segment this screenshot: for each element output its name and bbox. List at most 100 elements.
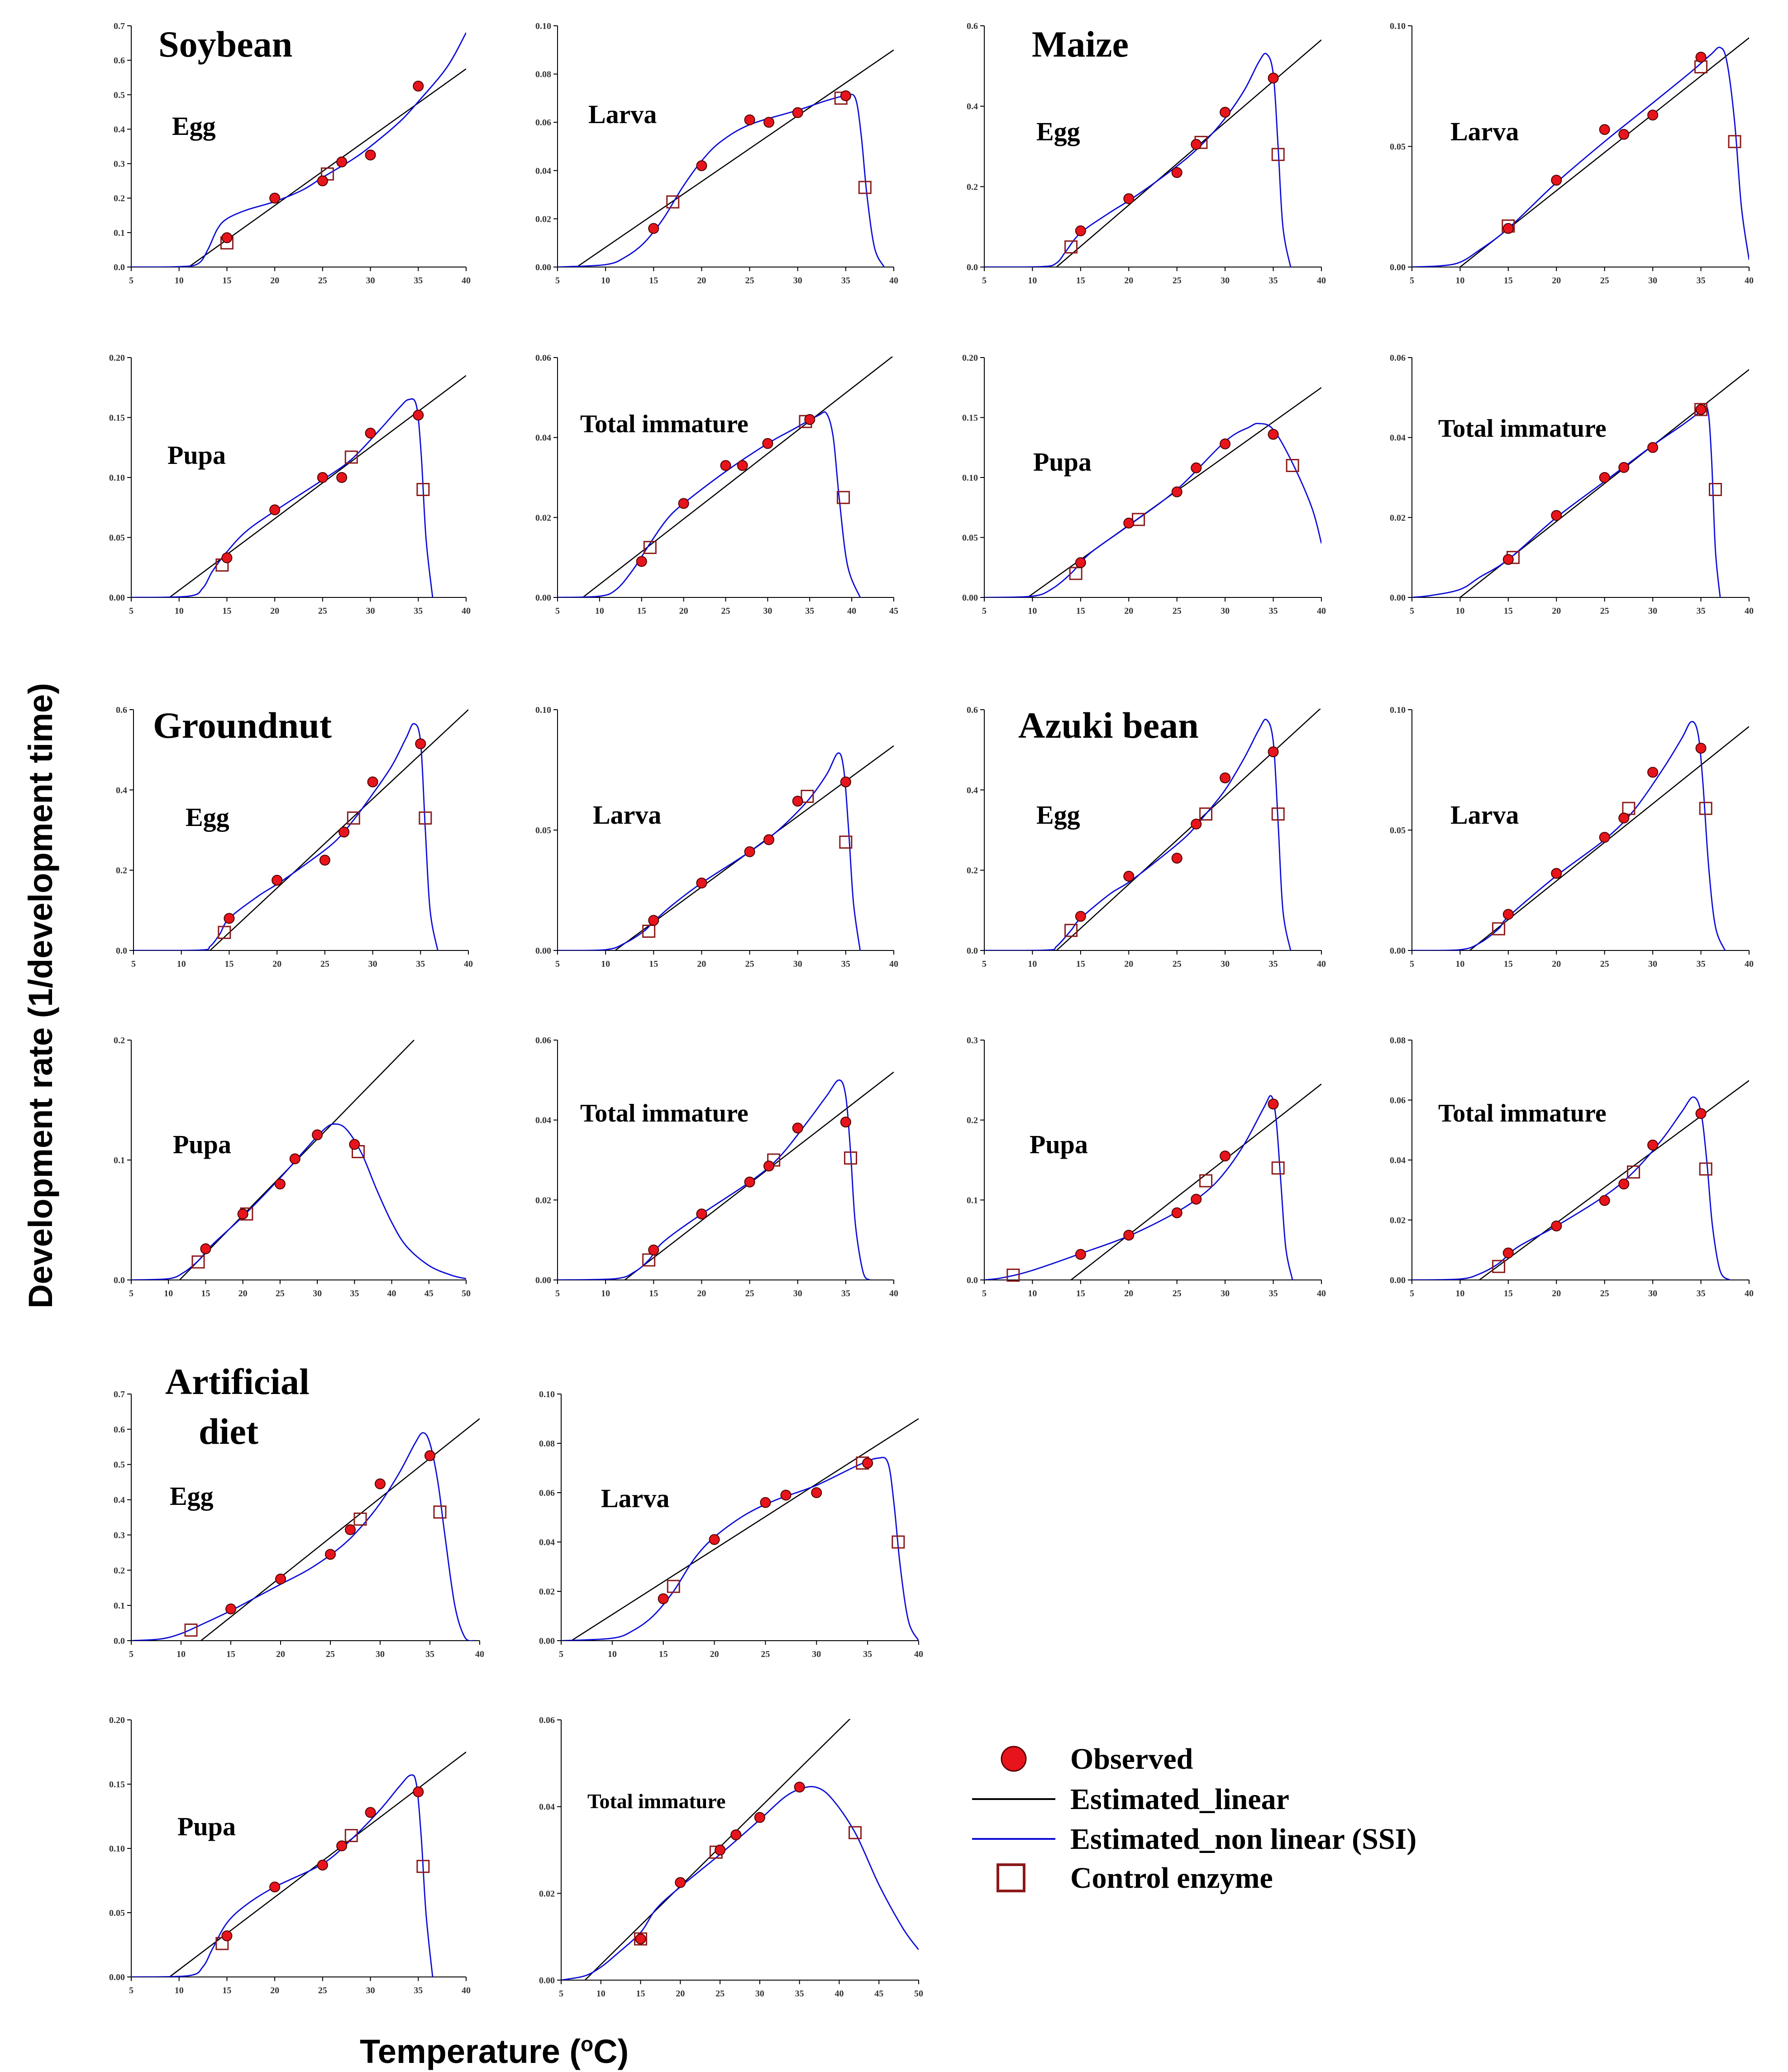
observed-point [225, 1603, 236, 1614]
observed-point [1191, 139, 1202, 150]
nonlinear-fit-curve [1412, 1096, 1731, 1280]
y-tick-label: 0.10 [1390, 705, 1406, 715]
y-tick-label: 0.00 [1390, 946, 1406, 956]
y-tick-label: 0.1 [114, 228, 125, 238]
panel-soy-larva: 5 10 15 20 25 30 35 40 0.00 0.02 0.04 0.06 0.08 0.10 L… [535, 21, 898, 286]
observed-point [221, 1930, 233, 1942]
x-tick-label: 35 [1269, 959, 1278, 969]
x-tick-label: 25 [721, 606, 730, 616]
stage-label: Total immature [580, 410, 749, 438]
y-tick-label: 0.2 [967, 866, 978, 876]
x-tick-label: 40 [1317, 276, 1326, 286]
x-tick-label: 25 [1173, 1289, 1182, 1299]
stage-label: Larva [1450, 117, 1519, 146]
x-tick-label: 5 [555, 276, 560, 286]
observed-point [1171, 853, 1182, 864]
panel-gn-egg: 5 10 15 20 25 30 35 40 0.0 0.2 0.4 0.6 Egg Groundnut [116, 705, 473, 969]
control-point [1271, 1161, 1285, 1175]
observed-point [269, 192, 281, 204]
observed-point [317, 175, 328, 186]
y-tick-label: 0.1 [114, 1155, 125, 1165]
y-tick-label: 0.02 [539, 1889, 555, 1899]
y-tick-label: 0.4 [114, 124, 125, 134]
observed-point [1075, 557, 1086, 568]
stage-label: Total immature [587, 1790, 725, 1813]
y-tick-label: 0.00 [109, 1972, 125, 1982]
y-tick-label: 0.2 [967, 182, 978, 192]
y-tick-label: 0.10 [535, 705, 551, 715]
y-tick-label: 0.5 [114, 90, 125, 100]
observed-point [744, 1176, 755, 1188]
y-tick-label: 0.10 [109, 1844, 125, 1854]
x-tick-label: 30 [763, 606, 772, 616]
control-point [1699, 1162, 1712, 1176]
x-tick-label: 10 [601, 1289, 610, 1299]
panel-gn-pupa: 5 10 15 20 25 30 35 40 45 50 0.0 0.1 0.2 Pupa [114, 1036, 471, 1299]
linear-fit-line [576, 49, 894, 267]
observed-point [840, 90, 851, 101]
x-tick-label: 30 [368, 959, 377, 969]
observed-point [272, 874, 283, 886]
control-point [1064, 240, 1078, 254]
observed-point [336, 472, 348, 483]
observed-point [317, 472, 328, 483]
x-tick-label: 35 [841, 276, 850, 286]
observed-point [365, 149, 376, 161]
x-tick-label: 15 [1076, 959, 1085, 969]
panel-gn-larva: 5 10 15 20 25 30 35 40 0.00 0.05 0.10 Larva [535, 705, 898, 969]
observed-point [658, 1593, 669, 1604]
stage-label: Total immature [1438, 415, 1607, 443]
observed-point [1191, 462, 1202, 473]
observed-point [1268, 72, 1279, 84]
x-tick-label: 15 [1504, 276, 1513, 286]
y-tick-label: 0.05 [109, 533, 125, 543]
x-tick-label: 20 [238, 1289, 248, 1299]
observed-point [336, 1840, 348, 1852]
control-point [344, 1829, 358, 1843]
x-tick-label: 15 [222, 276, 231, 286]
x-tick-label: 40 [464, 959, 473, 969]
x-tick-label: 35 [414, 606, 423, 616]
x-tick-label: 20 [697, 959, 706, 969]
observed-point [762, 438, 773, 449]
observed-point [744, 846, 755, 857]
y-tick-label: 0.06 [535, 118, 551, 128]
y-tick-label: 0.02 [1390, 513, 1406, 523]
host-label: Soybean [158, 24, 292, 65]
observed-point [375, 1478, 386, 1490]
x-tick-label: 40 [889, 1289, 898, 1299]
x-tick-label: 50 [462, 1289, 471, 1299]
panel-azuki-total: 5 10 15 20 25 30 35 40 0.00 0.02 0.04 0.06 0.08 Total… [1390, 1036, 1754, 1299]
x-tick-label: 30 [1221, 606, 1230, 616]
x-tick-label: 10 [176, 1649, 186, 1659]
control-point [218, 926, 231, 939]
observed-point [336, 156, 348, 167]
y-tick-label: 0.02 [535, 513, 551, 523]
x-tick-label: 5 [555, 959, 560, 969]
y-tick-label: 0.04 [535, 433, 551, 443]
nonlinear-fit-curve [1412, 405, 1721, 597]
y-tick-label: 0.05 [1390, 826, 1406, 835]
observed-point [1268, 429, 1279, 440]
x-tick-label: 20 [697, 1289, 706, 1299]
observed-point [763, 1160, 775, 1172]
linear-fit-line [571, 1418, 919, 1641]
observed-point [1075, 1249, 1086, 1260]
observed-point [367, 776, 378, 788]
y-tick-label: 0.2 [114, 1566, 125, 1575]
x-axis-title: Temperature (oC) [360, 2032, 629, 2070]
x-tick-label: 30 [1648, 276, 1657, 286]
observed-point [648, 1244, 659, 1256]
observed-point [221, 552, 233, 563]
x-tick-label: 25 [715, 1989, 725, 1999]
observed-point [1220, 1151, 1231, 1162]
x-tick-label: 25 [326, 1649, 335, 1659]
observed-point [275, 1573, 286, 1585]
y-tick-label: 0.00 [962, 593, 978, 603]
y-tick-label: 0.0 [114, 1636, 125, 1646]
x-tick-label: 30 [793, 276, 802, 286]
x-tick-label: 5 [129, 1986, 134, 1996]
observed-point [289, 1153, 300, 1165]
x-tick-label: 15 [222, 606, 231, 616]
panel-soy-egg: 5 10 15 20 25 30 35 40 0.0 0.1 0.2 0.3 0.4 0.5 0.6 0.7 E… [114, 21, 471, 286]
